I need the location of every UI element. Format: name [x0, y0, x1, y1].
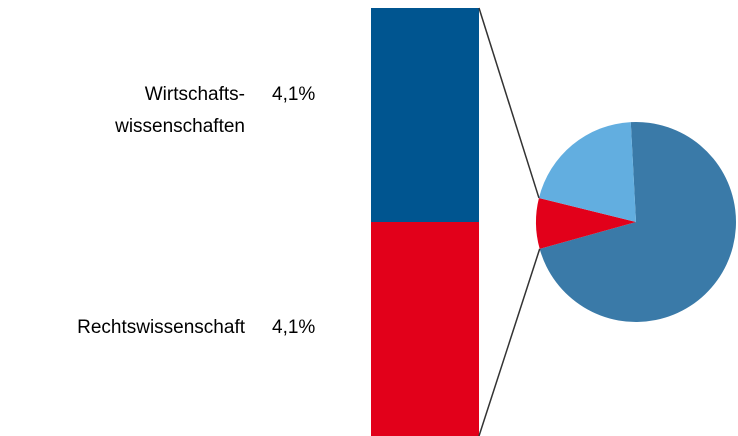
value-label: 4,1% — [272, 84, 315, 105]
bar-segment — [371, 8, 479, 222]
pie-slice — [535, 197, 636, 249]
category-label: wissenschaften — [114, 116, 245, 137]
bar-segment — [371, 222, 479, 436]
connector-line — [478, 248, 541, 436]
category-label: Wirtschafts- — [145, 84, 245, 105]
pie-slice — [538, 122, 636, 222]
pie-slice — [539, 122, 736, 322]
connector-line — [478, 7, 540, 199]
category-label: Rechtswissenschaft — [77, 317, 246, 338]
value-label: 4,1% — [272, 317, 315, 338]
